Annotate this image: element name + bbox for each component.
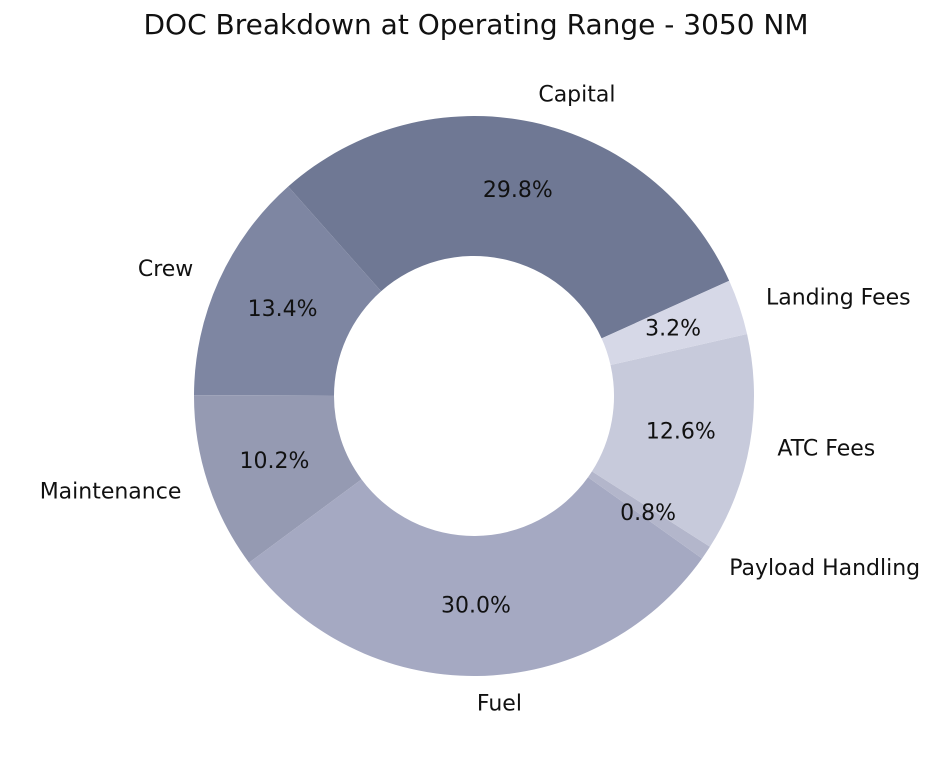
slice-maintenance [194, 395, 362, 563]
category-label-maintenance: Maintenance [40, 480, 182, 505]
percent-label-maintenance: 10.2% [240, 449, 310, 474]
category-label-capital: Capital [538, 82, 615, 107]
percent-label-landing-fees: 3.2% [645, 317, 701, 342]
category-label-atc-fees: ATC Fees [777, 436, 875, 461]
percent-label-capital: 29.8% [483, 178, 553, 203]
slice-crew [194, 186, 382, 396]
slice-capital [288, 116, 730, 339]
slice-atc-fees [591, 334, 755, 547]
percent-label-fuel: 30.0% [441, 593, 511, 618]
slice-fuel [249, 477, 703, 676]
percent-label-atc-fees: 12.6% [646, 420, 716, 445]
labels-group: Capital 29.8% Crew 13.4% Maintenance 10.2% Fue… [40, 82, 920, 716]
category-label-crew: Crew [138, 257, 193, 282]
category-label-fuel: Fuel [477, 691, 522, 716]
category-label-landing-fees: Landing Fees [766, 286, 911, 311]
percent-label-crew: 13.4% [248, 297, 318, 322]
slice-payload-handling [588, 471, 710, 559]
category-label-payload-handling: Payload Handling [729, 556, 920, 581]
slice-landing-fees [601, 280, 748, 366]
percent-label-payload-handling: 0.8% [620, 501, 676, 526]
chart-title: DOC Breakdown at Operating Range - 3050 … [143, 8, 809, 41]
slices-group [194, 116, 755, 676]
